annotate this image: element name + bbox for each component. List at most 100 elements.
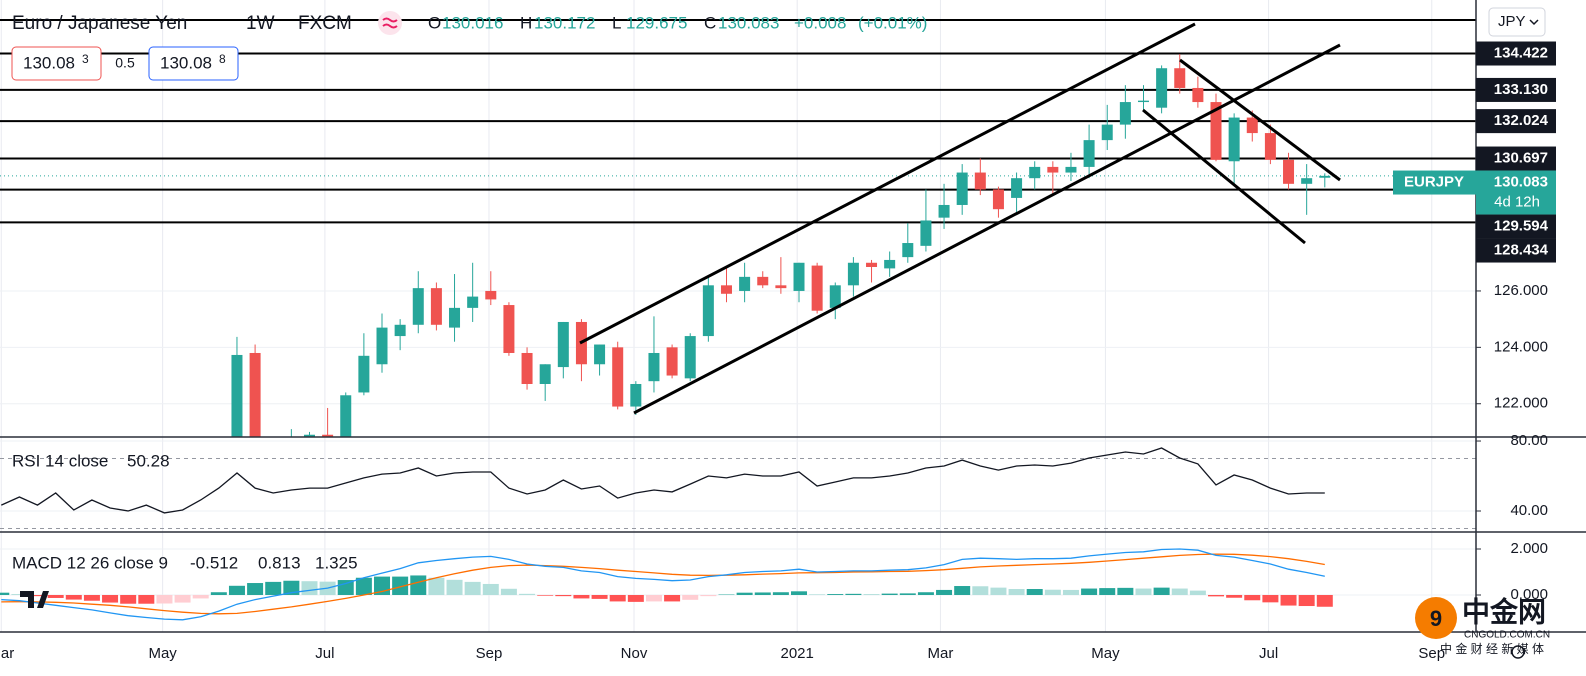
ohlc-value: 129.675 (626, 13, 687, 32)
candle-body (322, 434, 334, 437)
macd-hist-bar (120, 594, 137, 604)
dropdown-chevron[interactable] (1529, 19, 1539, 26)
macd-hist-bar (410, 575, 427, 595)
watermark-logo-glyph: 9 (1430, 606, 1442, 631)
watermark-tagline: 中 金 财 经 新 媒 体 (1440, 641, 1544, 656)
spread: 0.5 (115, 55, 135, 71)
candle-body (974, 172, 986, 190)
macd-hist-bar (809, 594, 826, 595)
macd-hist-bar (1208, 594, 1225, 597)
settings-icon[interactable] (1511, 645, 1525, 659)
macd-hist-bar (772, 592, 789, 595)
trend-line (1179, 58, 1341, 182)
macd-hist-bar (1062, 589, 1079, 595)
macd-hist-bar (555, 594, 572, 597)
macd-hist-bar (0, 592, 10, 595)
x-tick-label: Jul (315, 645, 334, 662)
symbol-title: Euro / Japanese Yen (12, 13, 187, 34)
buy-price-small[interactable]: 8 (219, 52, 226, 66)
macd-hist-bar (1081, 588, 1098, 595)
candle-body (1137, 100, 1149, 103)
candle-body (1029, 166, 1041, 179)
candle-body (902, 243, 914, 258)
buy-price[interactable]: 130.08 (160, 53, 212, 72)
candle-body (394, 324, 406, 337)
macd-hist-bar (899, 593, 916, 595)
candle-body (249, 352, 261, 437)
macd-hist-bar (1280, 594, 1297, 606)
buy-button[interactable] (148, 46, 239, 81)
macd-hist-bar (845, 593, 862, 595)
y-tick-label: 80.00 (1510, 432, 1548, 449)
sell-price[interactable]: 130.08 (23, 53, 75, 72)
candle-body (884, 259, 896, 269)
macd-hist-bar (1298, 594, 1315, 607)
macd-hist-bar (446, 579, 463, 595)
watermark-domain: CNGOLD.COM.CN (1464, 630, 1550, 641)
macd-hist-bar (283, 580, 300, 595)
candle-body (811, 265, 823, 311)
watermark-brand: 中金网 (1462, 595, 1546, 627)
macd-hist-bar (247, 583, 264, 595)
macd-hist-bar (1135, 588, 1152, 595)
candle-body (503, 305, 515, 353)
macd-hist-bar (664, 594, 681, 602)
macd-hist-bar (11, 594, 28, 595)
candle-body (775, 285, 787, 289)
countdown: 4d 12h (1494, 194, 1540, 211)
rsi-layer (0, 447, 1476, 530)
candle-body (1283, 159, 1295, 184)
macd-hist-bar (65, 594, 82, 600)
macd-hist-bar (1262, 594, 1279, 603)
ohlc-value: 130.172 (534, 13, 595, 32)
ohlc-value: 130.083 (718, 13, 779, 32)
currency[interactable]: JPY (1498, 13, 1526, 30)
candle-body (829, 285, 841, 308)
macd-hist-bar (954, 586, 971, 595)
last-price-label: 130.083 (1494, 174, 1548, 191)
macd-hist-bar (936, 589, 953, 595)
macd-hist-bar (591, 594, 608, 599)
macd-hist-bar (1244, 594, 1261, 601)
watermark-logo (1415, 597, 1457, 639)
currency-dropdown[interactable] (1488, 7, 1546, 37)
macd-hist-bar (47, 594, 64, 598)
x-tick-label: Jul (1259, 645, 1278, 662)
macd-hist-bar (355, 577, 372, 595)
macd-hist-bar (519, 593, 536, 595)
level-label: 129.594 (1494, 218, 1549, 235)
candle-body (847, 262, 859, 286)
candle-body (1174, 68, 1186, 88)
candle-body (666, 347, 678, 376)
sell-price-small[interactable]: 3 (82, 52, 89, 66)
macd-hist-bar (827, 594, 844, 595)
logo (20, 591, 49, 608)
macd-hist-bar (464, 581, 481, 595)
candle-body (720, 285, 732, 294)
macd-hist-bar (1189, 590, 1206, 595)
macd-hist-bar (863, 594, 880, 595)
level-label-box (1476, 109, 1556, 134)
macd-signal-value: 1.325 (315, 553, 358, 572)
candle-body (1047, 166, 1059, 173)
levels-layer (0, 52, 1476, 224)
macd-hist-bar (1117, 587, 1134, 595)
source: FXCM (298, 13, 352, 34)
candle-body (358, 355, 370, 393)
rsi-title: RSI 14 close (12, 451, 108, 470)
y-tick-label: 122.000 (1494, 395, 1548, 412)
candle-body (539, 364, 551, 384)
x-tick-label: May (148, 645, 177, 662)
candle-body (376, 327, 388, 365)
macd-hist-bar (682, 594, 699, 600)
candle-body (430, 288, 442, 325)
macd-hist-bar (301, 581, 318, 595)
sell-button[interactable] (11, 46, 102, 81)
level-label-box (1476, 77, 1556, 102)
level-label: 133.130 (1494, 81, 1548, 98)
candle-body (449, 307, 461, 328)
indicator-icon (378, 11, 402, 35)
candle-body (1228, 117, 1240, 162)
candle-body (521, 352, 533, 384)
